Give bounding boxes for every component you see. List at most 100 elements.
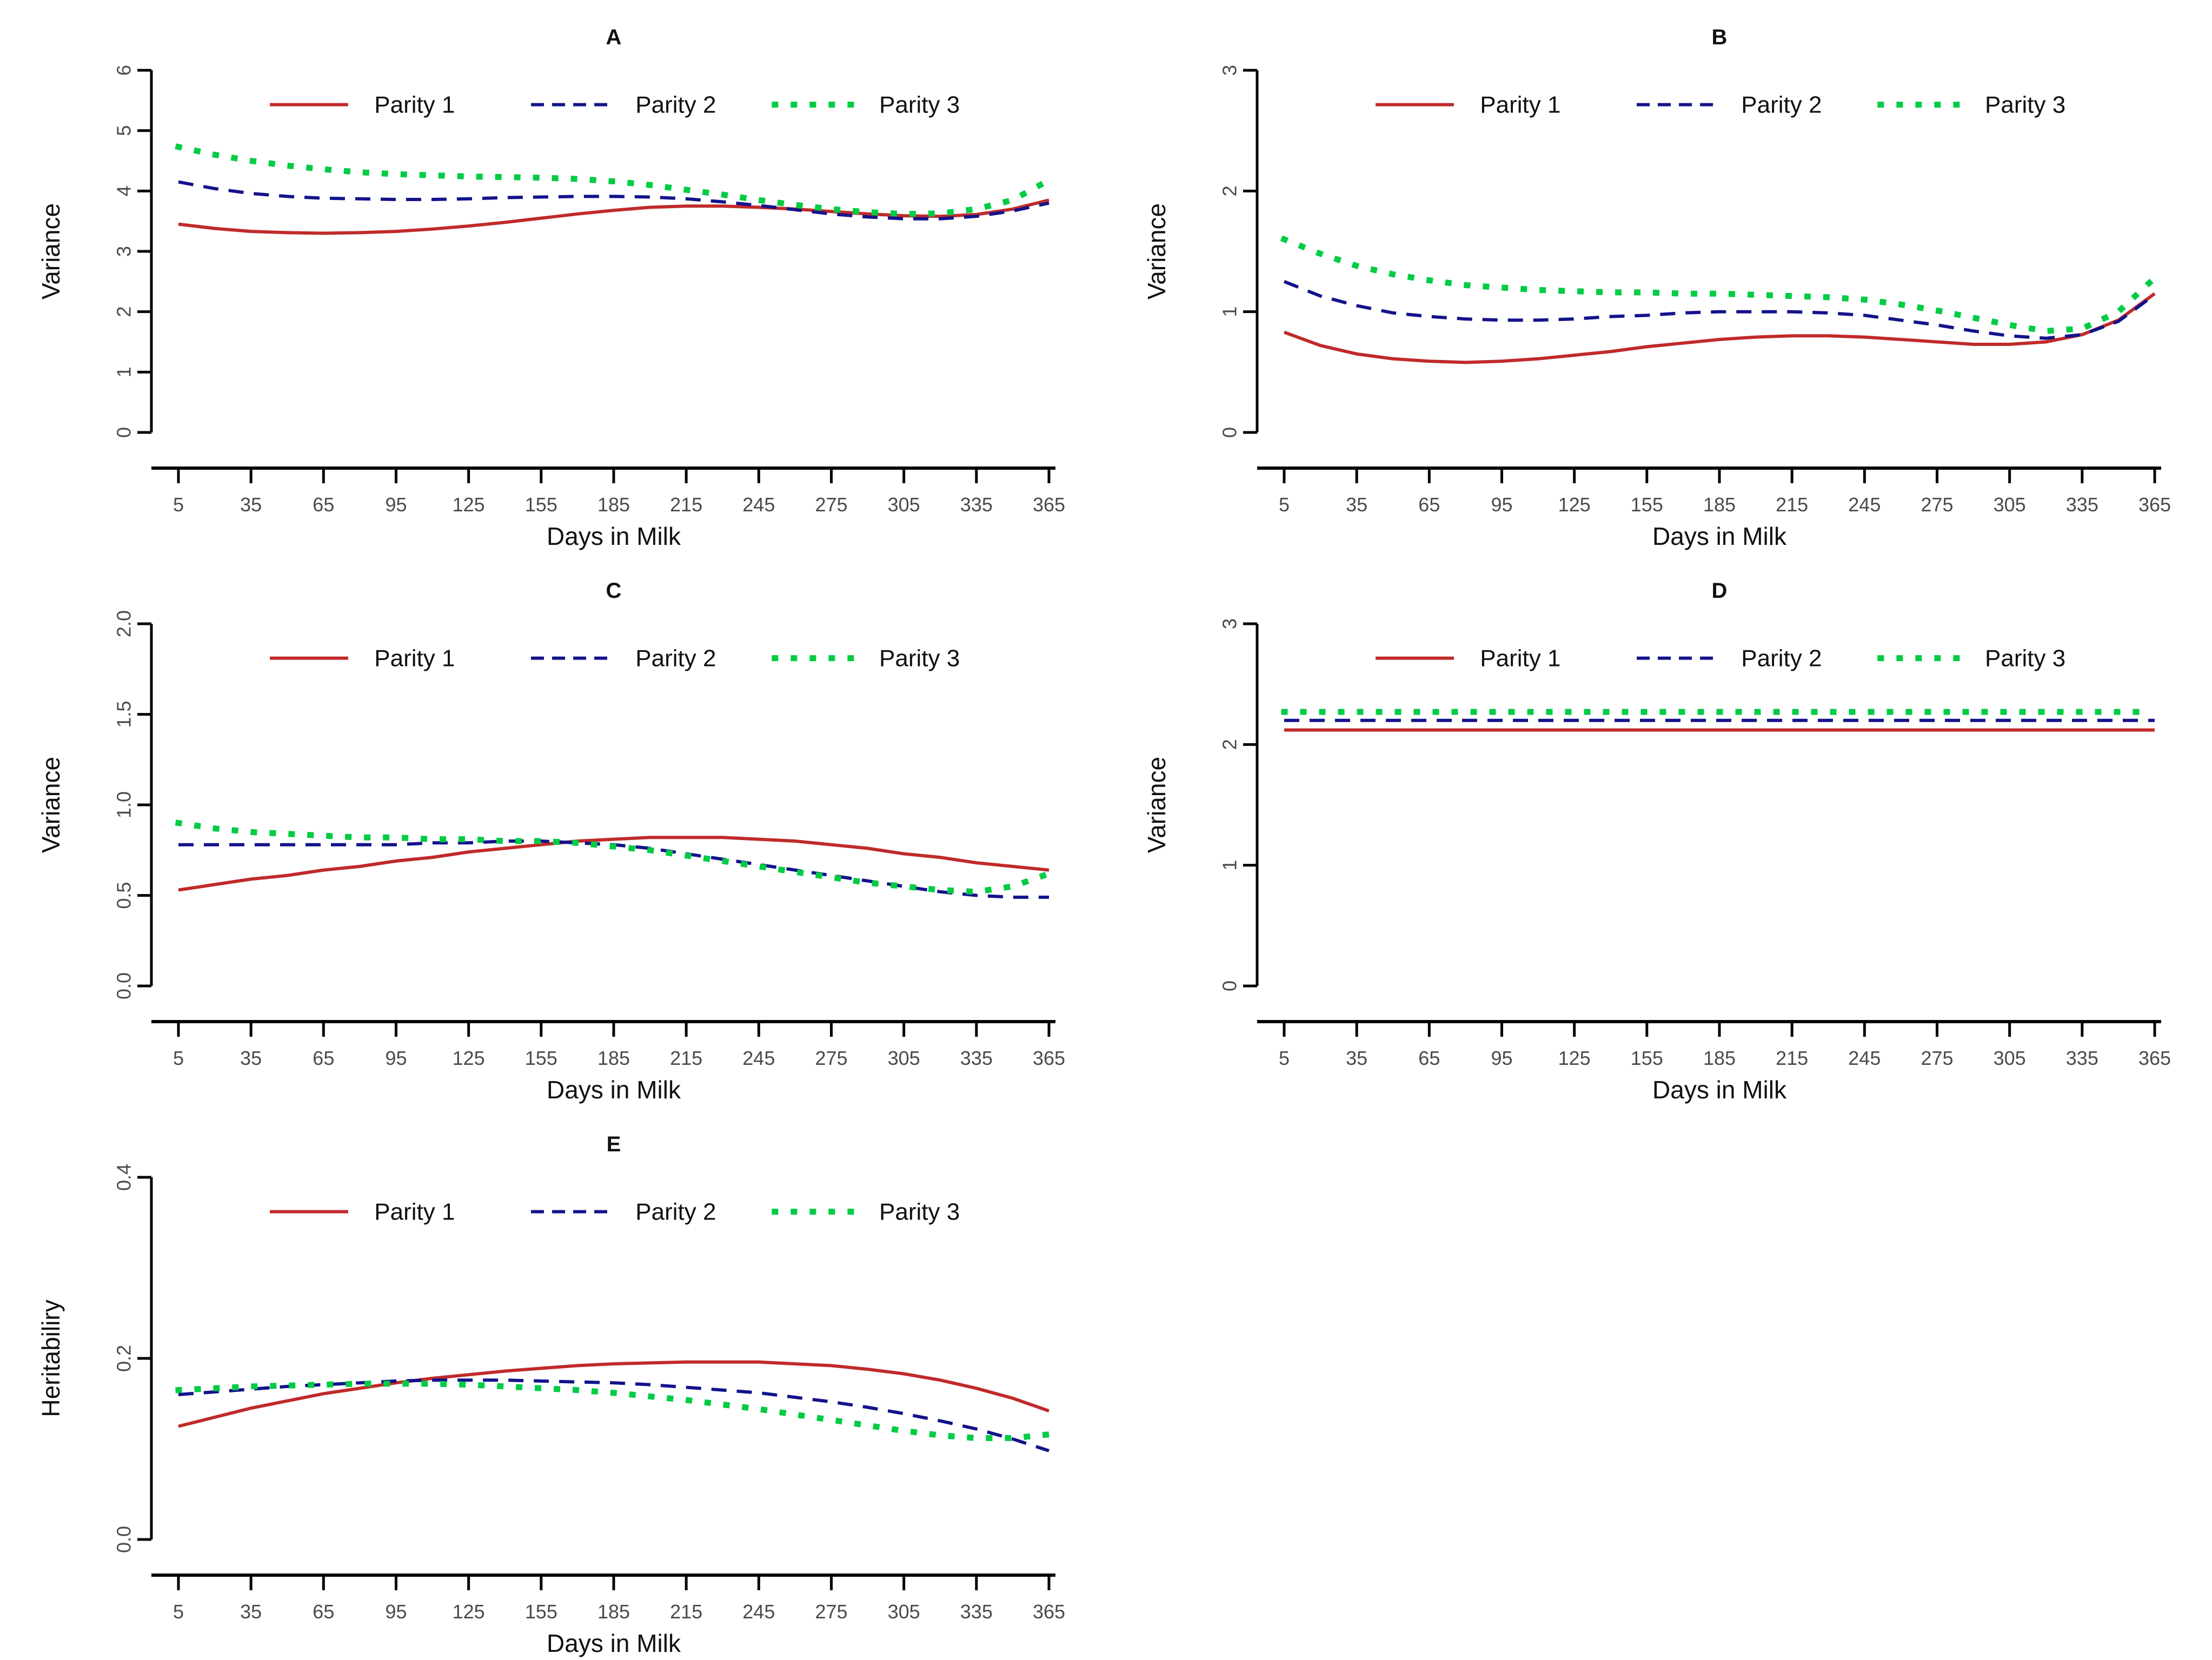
x-tick-label: 65: [313, 494, 334, 516]
x-tick-label: 185: [597, 1601, 630, 1623]
y-tick-label: 0: [113, 427, 135, 438]
panel-title: D: [1712, 579, 1728, 603]
series-parity1-curve: [178, 1360, 1049, 1428]
x-axis-title: Days in Milk: [547, 1629, 681, 1657]
series-parity3-curve: [175, 819, 1053, 895]
series-parity3-curve: [175, 1381, 1053, 1441]
x-tick-label: 305: [888, 494, 920, 516]
x-tick-label: 125: [453, 1601, 485, 1623]
series-parity2-curve: [178, 839, 1049, 899]
series-parity2-curve: [178, 1378, 1049, 1452]
y-tick-label: 3: [1219, 618, 1241, 629]
x-tick-label: 65: [313, 1047, 334, 1069]
y-tick-label: 4: [113, 185, 135, 196]
x-tick-label: 5: [1279, 494, 1290, 516]
x-tick-label: 35: [1346, 494, 1367, 516]
x-tick-label: 215: [1776, 1047, 1808, 1069]
x-tick-label: 365: [1033, 1047, 1065, 1069]
x-tick-label: 185: [597, 1047, 630, 1069]
x-tick-label: 365: [1033, 1601, 1065, 1623]
x-tick-label: 245: [1848, 1047, 1881, 1069]
x-tick-label: 365: [2138, 494, 2171, 516]
y-tick-label: 2.0: [113, 610, 135, 637]
x-tick-label: 245: [742, 1047, 775, 1069]
x-tick-label: 305: [888, 1601, 920, 1623]
x-tick-label: 275: [815, 1047, 847, 1069]
panel-D-svg: D 0 1 2 3 Variance 5 35 65 95 125 155 185 215 245 275 30…: [1142, 579, 2171, 1104]
y-tick-label: 1: [113, 366, 135, 377]
x-tick-label: 35: [240, 1601, 262, 1623]
x-tick-label: 305: [1994, 1047, 2026, 1069]
x-tick-label: 335: [960, 1601, 993, 1623]
panel-E-svg: E 0.0 0.2 0.4 Heritabiliry 5 35 65 95 125 155 185 21…: [37, 1132, 1065, 1657]
y-tick-label: 6: [113, 65, 135, 76]
legend-label-parity3: Parity 3: [879, 92, 960, 118]
x-tick-label: 305: [888, 1047, 920, 1069]
x-tick-label: 35: [240, 1047, 262, 1069]
x-tick-label: 155: [525, 1047, 557, 1069]
panel-B-svg: B 0 1 2 3 Variance 5 35 65 95 125 155 185 215 245 275 30…: [1142, 25, 2171, 550]
panel-title: A: [606, 25, 622, 49]
y-tick-label: 1.5: [113, 701, 135, 728]
y-tick-label: 1: [1219, 306, 1241, 317]
series-parity2-curve: [1283, 280, 2156, 340]
panel-A: A 0 1 2 3 4 5 6 Variance 5 35 65 95 125 155 185 215 245 27…: [0, 0, 1106, 554]
x-tick-label: 335: [2066, 1047, 2098, 1069]
x-tick-label: 5: [173, 494, 184, 516]
x-tick-label: 5: [1279, 1047, 1290, 1069]
legend-label-parity2: Parity 2: [635, 92, 716, 118]
legend-label-parity3: Parity 3: [1985, 92, 2065, 118]
legend-label-parity2: Parity 2: [635, 1199, 716, 1225]
y-tick-label: 3: [113, 246, 135, 257]
x-tick-label: 275: [1921, 494, 1953, 516]
series-parity1-curve: [178, 836, 1049, 892]
legend-label-parity3: Parity 3: [879, 645, 960, 672]
x-tick-label: 65: [1418, 1047, 1440, 1069]
x-tick-label: 35: [240, 494, 262, 516]
legend-label-parity2: Parity 2: [635, 645, 716, 672]
y-tick-label: 3: [1219, 65, 1241, 76]
x-tick-label: 95: [385, 1601, 407, 1623]
panel-D: D 0 1 2 3 Variance 5 35 65 95 125 155 185 215 245 275 30…: [1106, 554, 2212, 1107]
x-tick-label: 365: [1033, 494, 1065, 516]
series-parity2-curve: [178, 180, 1049, 221]
y-tick-label: 0: [1219, 981, 1241, 991]
legend-label-parity3: Parity 3: [1985, 645, 2065, 672]
y-tick-label: 0.2: [113, 1345, 135, 1372]
x-tick-label: 125: [1558, 494, 1591, 516]
x-tick-label: 275: [1921, 1047, 1953, 1069]
x-axis-title: Days in Milk: [547, 522, 681, 550]
y-tick-label: 5: [113, 125, 135, 136]
y-tick-label: 2: [1219, 185, 1241, 196]
y-axis-title: Variance: [1142, 757, 1171, 853]
x-tick-label: 35: [1346, 1047, 1367, 1069]
x-axis-title: Days in Milk: [1652, 1076, 1787, 1104]
panel-title: B: [1712, 25, 1728, 49]
panel-C: C 0.0 0.5 1.0 1.5 2.0 Variance 5 35 65 95 125 155 185…: [0, 554, 1106, 1107]
x-axis-title: Days in Milk: [547, 1076, 681, 1104]
x-tick-label: 155: [1631, 1047, 1663, 1069]
x-tick-label: 185: [1703, 1047, 1736, 1069]
x-tick-label: 245: [742, 494, 775, 516]
x-tick-label: 245: [742, 1601, 775, 1623]
y-tick-label: 0: [1219, 427, 1241, 438]
y-tick-label: 2: [1219, 739, 1241, 750]
y-tick-label: 0.0: [113, 1526, 135, 1553]
x-tick-label: 185: [597, 494, 630, 516]
y-tick-label: 1.0: [113, 791, 135, 818]
x-tick-label: 335: [960, 494, 993, 516]
y-tick-label: 0.4: [113, 1164, 135, 1191]
x-tick-label: 125: [453, 494, 485, 516]
x-tick-label: 215: [670, 494, 702, 516]
x-tick-label: 275: [815, 494, 847, 516]
legend-label-parity3: Parity 3: [879, 1199, 960, 1225]
x-axis-title: Days in Milk: [1652, 522, 1787, 550]
legend-label-parity2: Parity 2: [1741, 645, 1822, 672]
series-parity3-curve: [175, 143, 1053, 217]
legend-label-parity1: Parity 1: [374, 1199, 455, 1225]
y-tick-label: 1: [1219, 860, 1241, 871]
x-tick-label: 125: [1558, 1047, 1591, 1069]
series-parity1-curve: [1283, 292, 2156, 364]
series-parity1-curve: [178, 198, 1049, 235]
y-tick-label: 0.5: [113, 882, 135, 909]
